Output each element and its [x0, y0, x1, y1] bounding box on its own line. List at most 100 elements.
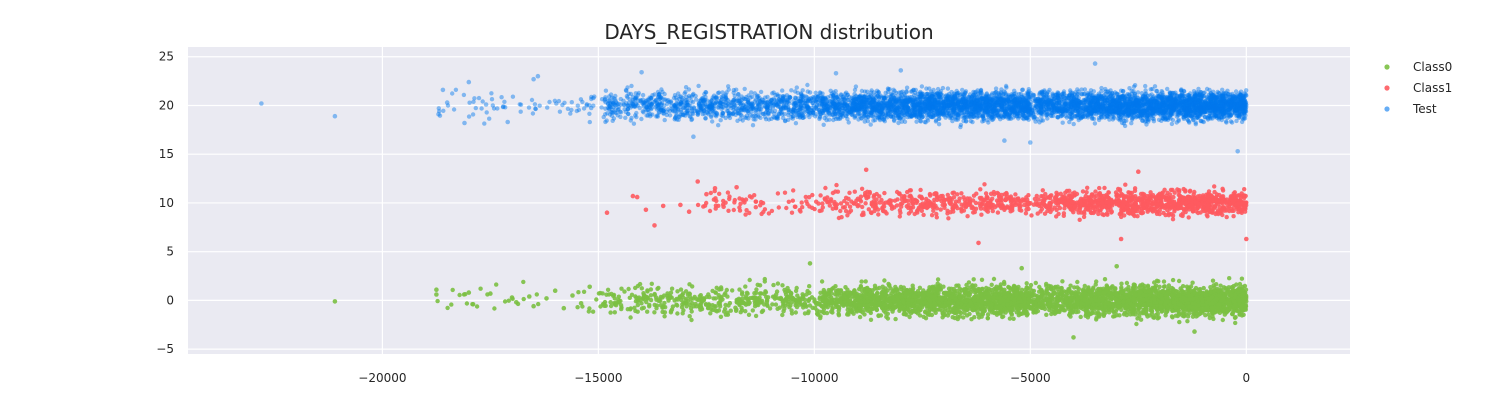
- class1-point: [1242, 209, 1248, 214]
- class0-point: [1055, 294, 1061, 299]
- class0-point: [1035, 297, 1041, 303]
- class0-point: [1119, 294, 1124, 300]
- class1-point: [928, 193, 933, 198]
- class0-point: [629, 292, 635, 297]
- class0-point: [1234, 282, 1239, 287]
- class0-point: [1091, 302, 1096, 307]
- class1-point: [1136, 197, 1142, 202]
- class0-point: [875, 297, 881, 302]
- class0-point: [730, 288, 735, 293]
- class0-point: [687, 294, 693, 299]
- class0-point: [1026, 296, 1032, 302]
- class1-point: [1224, 214, 1229, 220]
- class0-point: [882, 302, 888, 307]
- class0-point: [949, 294, 955, 300]
- class0-point: [775, 281, 781, 286]
- class0-point: [949, 309, 955, 314]
- class0-point: [931, 286, 936, 291]
- class0-point: [1091, 286, 1096, 291]
- class1-point: [1067, 204, 1073, 209]
- class0-point: [696, 297, 701, 303]
- class0-point: [819, 304, 824, 309]
- class1-point: [1071, 210, 1076, 215]
- class1-point: [929, 213, 935, 218]
- class1-point: [1235, 206, 1240, 212]
- class1-point: [1126, 190, 1131, 195]
- class0-point: [793, 310, 798, 315]
- class0-point: [946, 286, 952, 291]
- class1-point: [883, 209, 888, 214]
- class0-point: [821, 297, 826, 302]
- class0-point: [1033, 280, 1039, 286]
- class0-point: [1109, 285, 1114, 290]
- class0-point: [991, 295, 996, 300]
- class1-point: [838, 208, 843, 214]
- class0-point: [466, 290, 472, 295]
- class0-point: [1123, 305, 1128, 311]
- class0-point: [570, 293, 575, 298]
- class0-point: [921, 293, 926, 298]
- class0-point: [1176, 293, 1182, 298]
- class0-point: [1079, 304, 1084, 310]
- class0-point: [1141, 293, 1146, 298]
- class0-point: [587, 284, 592, 290]
- class0-point: [789, 300, 795, 305]
- class0-point: [966, 280, 972, 285]
- class0-point: [1146, 288, 1152, 294]
- class0-point: [1221, 285, 1227, 290]
- class1-point: [940, 202, 945, 208]
- class0-point: [639, 286, 644, 291]
- class0-point: [1214, 296, 1220, 302]
- class0-point: [810, 305, 815, 310]
- class1-point: [1205, 203, 1210, 208]
- class1-point: [959, 191, 964, 196]
- class1-point: [934, 215, 939, 220]
- class0-point: [878, 313, 884, 318]
- class0-point: [1037, 284, 1042, 290]
- class0-point: [991, 276, 997, 282]
- class0-point: [1093, 298, 1099, 303]
- class0-point: [612, 310, 617, 315]
- class0-point: [717, 300, 722, 305]
- class0-point: [965, 288, 970, 293]
- class0-point: [839, 296, 844, 301]
- class0-point: [717, 287, 722, 292]
- class0-point: [655, 286, 660, 291]
- class1-point: [965, 214, 970, 219]
- class1-point: [1032, 196, 1038, 202]
- class0-point: [974, 288, 980, 294]
- class0-point: [1007, 285, 1013, 291]
- class0-point: [1200, 291, 1205, 296]
- class0-point: [1145, 284, 1151, 289]
- class0-point: [869, 306, 874, 312]
- class0-point: [723, 312, 729, 317]
- class0-point: [635, 309, 640, 314]
- class0-point: [435, 298, 440, 304]
- class0-point: [1203, 313, 1208, 318]
- class0-point: [1240, 299, 1246, 304]
- class1-point: [1131, 212, 1136, 217]
- class1-point: [1070, 194, 1075, 200]
- class0-point: [1007, 306, 1013, 311]
- class0-point: [985, 312, 991, 317]
- class1-point: [1126, 197, 1132, 203]
- class1-point: [1162, 203, 1167, 208]
- class0-point: [687, 314, 692, 319]
- class0-point: [1094, 315, 1099, 321]
- class0-point: [759, 291, 764, 296]
- class0-point: [926, 309, 932, 314]
- class0-point: [794, 301, 799, 306]
- class0-point: [1083, 309, 1089, 314]
- class0-point: [743, 309, 748, 314]
- class1-point: [847, 210, 852, 215]
- class0-point: [488, 291, 493, 296]
- class0-point: [660, 309, 665, 315]
- class0-point: [561, 305, 567, 311]
- class1-point: [1168, 187, 1174, 193]
- class0-point: [952, 289, 957, 294]
- class0-point: [1237, 298, 1242, 303]
- class1-point: [1123, 182, 1128, 187]
- class0-point: [940, 311, 945, 316]
- class1-point: [1061, 211, 1067, 216]
